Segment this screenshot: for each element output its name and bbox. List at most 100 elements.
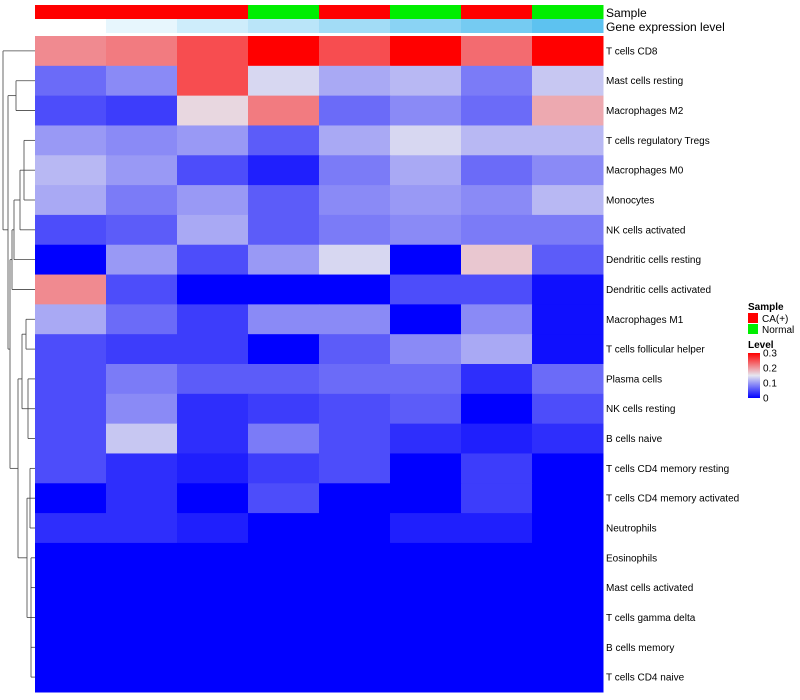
- heatmap-cell: [35, 453, 107, 484]
- row-label: Mast cells resting: [606, 76, 683, 87]
- heatmap-cell: [532, 125, 604, 156]
- heatmap-cell: [248, 393, 320, 425]
- sample-annotation-cell: [461, 5, 533, 19]
- heatmap-cell: [35, 602, 107, 633]
- heatmap-cell: [461, 244, 533, 276]
- heatmap-cell: [106, 572, 178, 604]
- heatmap-cell: [106, 334, 178, 365]
- heatmap-cell: [390, 244, 462, 276]
- heatmap-cell: [35, 244, 107, 276]
- heatmap-cell: [319, 364, 391, 395]
- heatmap-cell: [461, 185, 533, 216]
- sample-annotation-title: Sample: [606, 6, 647, 20]
- legend-level-tick-label: 0.2: [763, 364, 777, 375]
- row-label: T cells CD8: [606, 46, 658, 57]
- heatmap-cell: [390, 572, 462, 604]
- heatmap-cell: [177, 662, 249, 693]
- heatmap-cell: [390, 274, 462, 305]
- heatmap-cell: [35, 214, 107, 246]
- heatmap-cell: [106, 214, 178, 246]
- heatmap-cell: [390, 483, 462, 514]
- heatmap-cell: [106, 393, 178, 425]
- gene-expression-annotation-cell: [35, 19, 107, 33]
- heatmap-cell: [319, 65, 391, 97]
- legend-color-gradient: [748, 353, 760, 398]
- heatmap-cell: [248, 274, 320, 305]
- heatmap-cell: [177, 572, 249, 604]
- heatmap-cell: [532, 393, 604, 425]
- heatmap-cell: [390, 453, 462, 484]
- gene-expression-annotation-cell: [319, 19, 391, 33]
- heatmap-cell: [319, 155, 391, 186]
- heatmap-cell: [248, 632, 320, 663]
- heatmap-cell: [248, 95, 320, 126]
- row-dendrogram: [2, 50, 35, 678]
- heatmap-cell: [461, 453, 533, 484]
- heatmap-cell: [106, 95, 178, 126]
- heatmap-cell: [177, 36, 249, 67]
- heatmap-cell: [35, 662, 107, 693]
- heatmap-cell: [177, 334, 249, 365]
- heatmap-cell: [35, 185, 107, 216]
- row-label: Plasma cells: [606, 374, 662, 385]
- heatmap-cell: [461, 483, 533, 514]
- heatmap-cell: [319, 185, 391, 216]
- heatmap-cell: [532, 274, 604, 305]
- heatmap-cell: [106, 364, 178, 395]
- heatmap-cell: [461, 304, 533, 335]
- heatmap-cell: [390, 364, 462, 395]
- heatmap-cell: [461, 602, 533, 633]
- legend-label-normal: Normal: [762, 325, 794, 336]
- heatmap-cell: [532, 453, 604, 484]
- heatmap-cell: [248, 304, 320, 335]
- sample-annotation-cell: [35, 5, 107, 19]
- heatmap-cell: [106, 125, 178, 156]
- heatmap-cell: [532, 185, 604, 216]
- heatmap-cell: [319, 36, 391, 67]
- heatmap-cell: [177, 423, 249, 454]
- heatmap-cell: [532, 572, 604, 604]
- row-label: Monocytes: [606, 196, 654, 207]
- heatmap-cell: [532, 95, 604, 126]
- row-label: NK cells activated: [606, 225, 685, 236]
- sample-annotation-cell: [319, 5, 391, 19]
- gene-expression-annotation-cell: [177, 19, 249, 33]
- heatmap-cell: [177, 513, 249, 544]
- row-label: T cells CD4 naive: [606, 673, 685, 684]
- heatmap-cell: [177, 185, 249, 216]
- heatmap-cell: [390, 95, 462, 126]
- heatmap-cell: [390, 334, 462, 365]
- heatmap-cell: [248, 453, 320, 484]
- heatmap-cell: [248, 364, 320, 395]
- heatmap-cell: [106, 483, 178, 514]
- heatmap-cell: [319, 334, 391, 365]
- heatmap-cell: [248, 423, 320, 454]
- heatmap-cell: [390, 65, 462, 97]
- heatmap-cell: [461, 65, 533, 97]
- sample-annotation-cell: [248, 5, 320, 19]
- row-label: B cells memory: [606, 643, 674, 654]
- heatmap-cell: [35, 572, 107, 604]
- heatmap-cell: [106, 513, 178, 544]
- heatmap-cell: [319, 393, 391, 425]
- heatmap-cell: [532, 65, 604, 97]
- heatmap-cell: [319, 513, 391, 544]
- row-label: NK cells resting: [606, 404, 675, 415]
- heatmap-cell: [532, 513, 604, 544]
- heatmap-cell: [461, 155, 533, 186]
- heatmap-cell: [177, 393, 249, 425]
- heatmap-cell: [461, 274, 533, 305]
- heatmap-cell: [461, 542, 533, 574]
- heatmap-cell: [35, 423, 107, 454]
- heatmap-cell: [532, 483, 604, 514]
- heatmap-cell: [35, 65, 107, 97]
- heatmap-cell: [106, 423, 178, 454]
- heatmap-cell: [319, 214, 391, 246]
- heatmap-cell: [390, 423, 462, 454]
- row-label: B cells naive: [606, 434, 663, 445]
- heatmap-cell: [532, 602, 604, 633]
- heatmap-cell: [390, 662, 462, 693]
- heatmap-cell: [532, 304, 604, 335]
- heatmap-cell: [177, 244, 249, 276]
- row-label: Eosinophils: [606, 553, 657, 564]
